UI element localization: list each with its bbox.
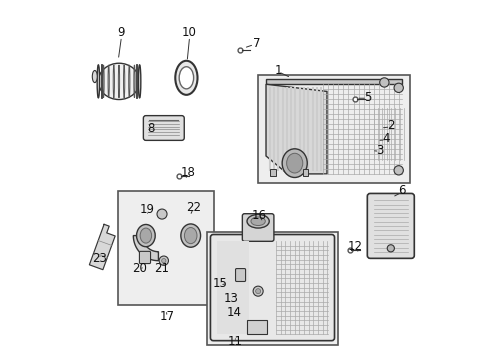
Circle shape <box>255 289 260 294</box>
FancyBboxPatch shape <box>210 234 334 341</box>
Circle shape <box>157 209 167 219</box>
Ellipse shape <box>282 149 306 177</box>
Bar <box>258 75 409 183</box>
FancyBboxPatch shape <box>366 193 413 258</box>
Ellipse shape <box>181 224 200 247</box>
FancyBboxPatch shape <box>139 251 150 264</box>
Circle shape <box>159 256 168 265</box>
Text: 8: 8 <box>146 122 154 135</box>
Text: 13: 13 <box>223 292 238 305</box>
Circle shape <box>386 245 394 252</box>
Text: 2: 2 <box>386 119 394 132</box>
FancyBboxPatch shape <box>242 214 273 241</box>
Text: 4: 4 <box>382 132 389 145</box>
Polygon shape <box>265 79 402 84</box>
Circle shape <box>379 78 388 87</box>
Ellipse shape <box>92 71 97 82</box>
Text: 17: 17 <box>160 310 175 323</box>
Text: 12: 12 <box>347 240 363 253</box>
Ellipse shape <box>286 153 302 173</box>
Text: 21: 21 <box>154 262 169 275</box>
Text: 10: 10 <box>181 27 196 40</box>
Polygon shape <box>133 235 158 261</box>
Bar <box>206 232 337 345</box>
Text: 15: 15 <box>212 278 227 291</box>
Text: 18: 18 <box>180 166 195 179</box>
Bar <box>135 64 137 98</box>
Text: 7: 7 <box>253 36 260 50</box>
Text: 22: 22 <box>186 202 201 215</box>
Circle shape <box>253 286 263 296</box>
Bar <box>302 168 308 176</box>
Text: 3: 3 <box>376 144 383 157</box>
Text: 11: 11 <box>227 335 243 348</box>
Bar <box>247 320 266 334</box>
Circle shape <box>393 83 403 93</box>
Text: 19: 19 <box>139 203 154 216</box>
Bar <box>217 241 249 334</box>
Circle shape <box>162 258 165 263</box>
Text: 20: 20 <box>132 262 147 275</box>
Bar <box>270 168 276 176</box>
Circle shape <box>393 166 403 175</box>
Text: 9: 9 <box>117 27 124 40</box>
Ellipse shape <box>250 217 265 226</box>
Text: 16: 16 <box>251 209 266 222</box>
Text: 23: 23 <box>92 252 106 265</box>
Text: 1: 1 <box>274 64 282 77</box>
Ellipse shape <box>184 228 197 244</box>
Ellipse shape <box>179 67 193 89</box>
Ellipse shape <box>136 225 155 247</box>
Ellipse shape <box>98 63 139 99</box>
Ellipse shape <box>246 215 269 228</box>
Polygon shape <box>265 84 326 174</box>
Bar <box>118 191 214 305</box>
Ellipse shape <box>175 61 197 95</box>
Bar <box>101 64 102 98</box>
Polygon shape <box>89 224 115 270</box>
Ellipse shape <box>140 228 151 243</box>
Ellipse shape <box>138 65 141 98</box>
FancyBboxPatch shape <box>143 116 184 140</box>
Ellipse shape <box>97 65 100 98</box>
FancyBboxPatch shape <box>235 269 245 282</box>
Text: 14: 14 <box>226 306 242 319</box>
Text: 5: 5 <box>364 91 371 104</box>
Text: 6: 6 <box>397 184 405 197</box>
